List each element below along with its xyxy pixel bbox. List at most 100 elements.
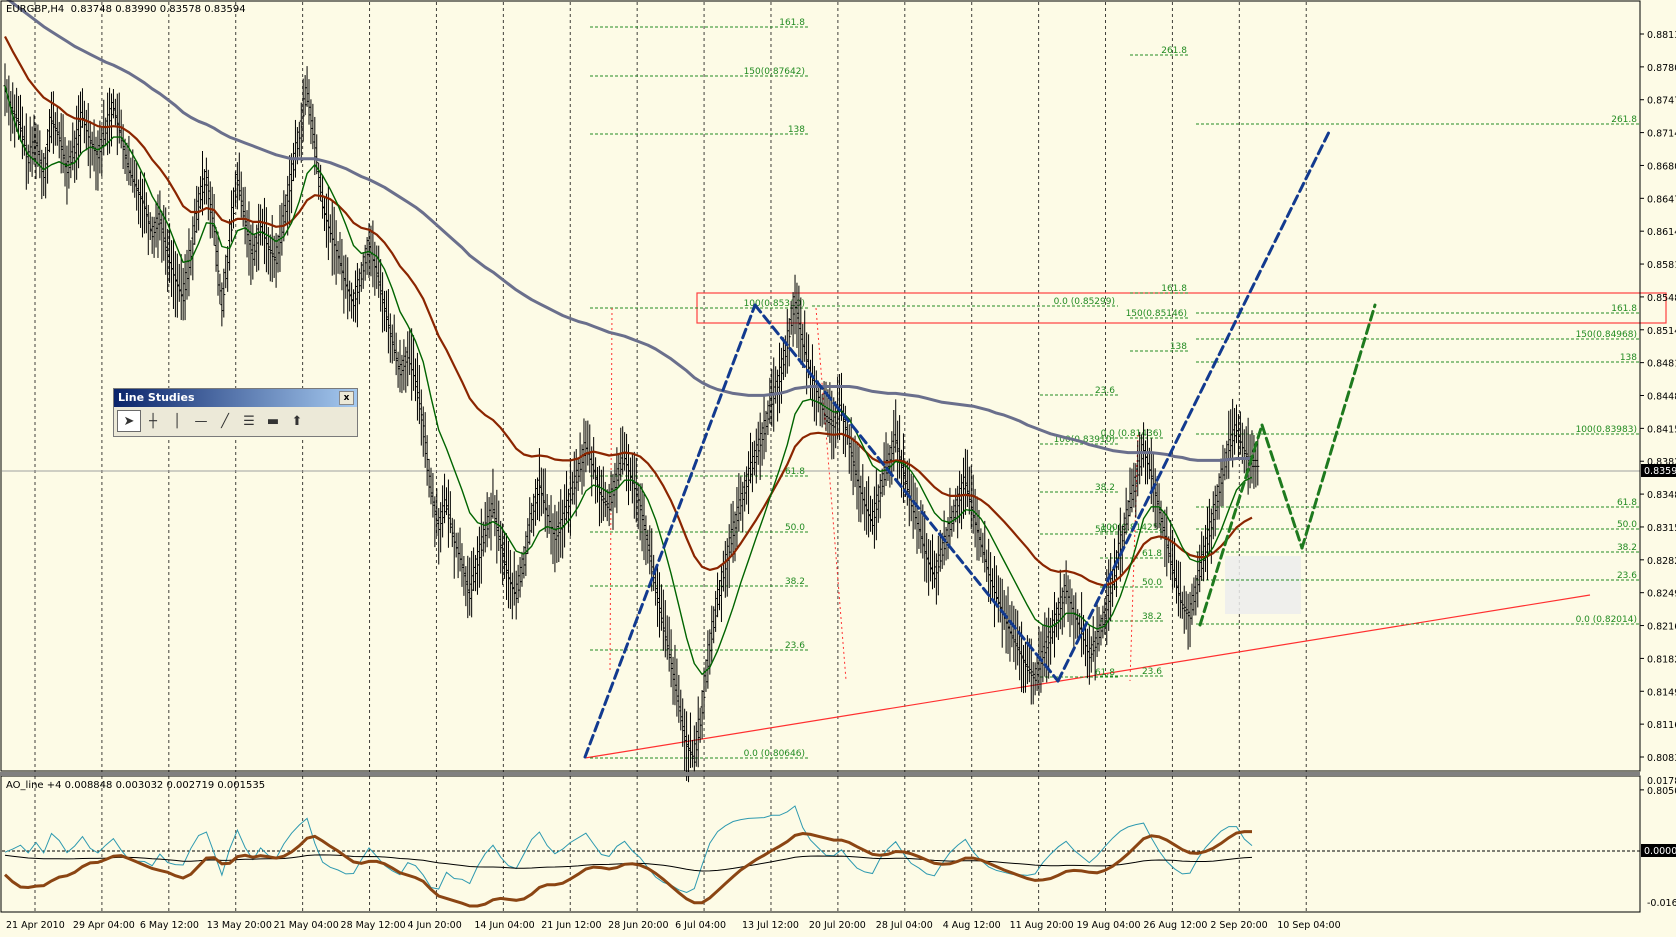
wave-trendline-up	[583, 303, 757, 759]
price-tick-label: 0.85480	[1647, 293, 1676, 304]
price-tick-label: 0.82490	[1647, 589, 1676, 600]
time-tick-label: 20 Jul 20:00	[809, 920, 866, 931]
close-icon[interactable]: x	[339, 391, 354, 405]
current-price-label: 0.83594	[1644, 466, 1676, 477]
fib-level-label: 0.0 (0.80646)	[744, 749, 805, 759]
fib-level-label: 100(0.81425)	[1101, 523, 1162, 533]
price-tick-label: 0.85140	[1647, 326, 1676, 337]
time-tick-label: 19 Aug 04:00	[1077, 920, 1141, 931]
ma-mid-line	[4, 35, 1253, 587]
fibonacci-tool-icon[interactable]: ☰	[243, 413, 255, 429]
fib-level-label: 50.0	[1095, 525, 1115, 535]
fib-level-label: 138	[1170, 342, 1187, 352]
time-tick-label: 11 Aug 20:00	[1010, 920, 1074, 931]
vertical-line-tool-icon[interactable]: │	[173, 413, 181, 429]
price-tick-label: 0.80500	[1647, 786, 1676, 797]
indicator-tick-label: 0.017875	[1647, 776, 1676, 787]
fib-anchor-line	[609, 307, 613, 673]
time-tick-label: 21 May 04:00	[274, 920, 339, 931]
price-tick-label: 0.87470	[1647, 96, 1676, 107]
fib-level-label: 0.0 (0.82014)	[1576, 615, 1637, 625]
fib-level-label: 100(0.85310)	[744, 299, 805, 309]
fib-level-label: 138	[1620, 353, 1637, 363]
pane-separator	[0, 772, 1640, 776]
price-tick-label: 0.81490	[1647, 687, 1676, 698]
fib-level-label: 161.8	[779, 18, 805, 28]
green-wave-1	[1198, 423, 1264, 627]
fib-level-label: 38.2	[1617, 543, 1637, 553]
time-tick-label: 28 May 12:00	[341, 920, 406, 931]
indicator-current-badge	[1641, 844, 1676, 857]
current-price-badge	[1641, 464, 1676, 477]
fib-level-label: 161.8	[1611, 304, 1637, 314]
price-tick-label: 0.84810	[1647, 359, 1676, 370]
price-tick-label: 0.86140	[1647, 227, 1676, 238]
price-tick-label: 0.83820	[1647, 457, 1676, 468]
cursor-tool-icon[interactable]: ➤	[117, 410, 141, 432]
indicator-header: AO_line +4 0.008848 0.003032 0.002719 0.…	[6, 780, 266, 791]
fib-level-label: 23.6	[1142, 667, 1162, 677]
toolbar-titlebar[interactable]: Line Studies x	[114, 389, 357, 407]
time-tick-label: 14 Jun 04:00	[474, 920, 534, 931]
fib-level-label: 150(0.85146)	[1126, 309, 1187, 319]
price-tick-label: 0.87800	[1647, 63, 1676, 74]
fib-level-label: 0.0 (0.85299)	[1054, 297, 1115, 307]
indicator-tick-label: -0.01636	[1647, 898, 1676, 909]
fib-level-label: 261.8	[1161, 46, 1187, 56]
trendlines-layer	[583, 128, 1377, 759]
fib-level-label: 138	[788, 125, 805, 135]
price-tick-label: 0.87140	[1647, 129, 1676, 140]
fib-anchor-line	[815, 307, 847, 681]
time-tick-label: 21 Jun 12:00	[541, 920, 601, 931]
ma-fast-line	[4, 85, 1253, 676]
time-tick-label: 29 Apr 04:00	[73, 920, 135, 931]
horizontal-line-tool-icon[interactable]: —	[194, 413, 208, 429]
fib-level-label: 61.8	[1095, 668, 1115, 678]
crosshair-tool-icon[interactable]: ┼	[149, 413, 157, 429]
symbol-header: EURGBP,H4 0.83748 0.83990 0.83578 0.8359…	[6, 4, 246, 15]
wave-trendline-down	[753, 303, 1060, 683]
price-tick-label: 0.82160	[1647, 622, 1676, 633]
arrows-tool-icon[interactable]: ⬆	[291, 413, 303, 429]
line-studies-toolbar[interactable]: Line Studies x ➤ ┼ │ — ╱ ☰ ▬ ⬆	[113, 388, 358, 437]
ao-main-line	[3, 830, 1252, 908]
price-bars-layer	[3, 63, 1260, 783]
fib-level-label: 61.8	[1142, 549, 1162, 559]
ao-fast-line	[4, 805, 1253, 894]
toolbar-title: Line Studies	[118, 391, 195, 404]
price-tick-label: 0.80830	[1647, 753, 1676, 764]
toolbar-tools: ➤ ┼ │ — ╱ ☰ ▬ ⬆	[114, 407, 357, 435]
fib-level-label: 0.0 (0.81436)	[1101, 429, 1162, 439]
fib-level-label: 23.6	[785, 641, 805, 651]
fib-level-label: 50.0	[785, 523, 805, 533]
price-tick-label: 0.82820	[1647, 556, 1676, 567]
fib-level-label: 150(0.87642)	[744, 67, 805, 77]
time-tick-label: 26 Aug 12:00	[1143, 920, 1207, 931]
fib-level-label: 161.8	[1161, 284, 1187, 294]
fib-level-label: 38.2	[785, 577, 805, 587]
moving-averages-layer	[4, 0, 1253, 676]
ohlc-values: 0.83748 0.83990 0.83578 0.83594	[70, 4, 246, 15]
time-tick-label: 13 May 20:00	[207, 920, 272, 931]
rectangle-tool-icon[interactable]: ▬	[266, 413, 280, 429]
fib-level-label: 150(0.84968)	[1576, 330, 1637, 340]
fib-level-label: 50.0	[1142, 578, 1162, 588]
price-tick-label: 0.83480	[1647, 490, 1676, 501]
projection-trendline	[1056, 128, 1332, 683]
time-tick-label: 28 Jun 20:00	[608, 920, 668, 931]
time-tick-label: 6 Jul 04:00	[675, 920, 726, 931]
trendline-tool-icon[interactable]: ╱	[221, 413, 229, 429]
fib-level-label: 261.8	[1611, 115, 1637, 125]
time-tick-label: 6 May 12:00	[140, 920, 199, 931]
price-tick-label: 0.85810	[1647, 260, 1676, 271]
time-tick-label: 21 Apr 2010	[6, 920, 65, 931]
fib-level-label: 61.8	[1617, 498, 1637, 508]
fib-level-label: 100(0.83983)	[1576, 425, 1637, 435]
price-tick-label: 0.84480	[1647, 392, 1676, 403]
fib-anchor-line	[1129, 434, 1139, 682]
fib-level-label: 38.2	[1142, 612, 1162, 622]
